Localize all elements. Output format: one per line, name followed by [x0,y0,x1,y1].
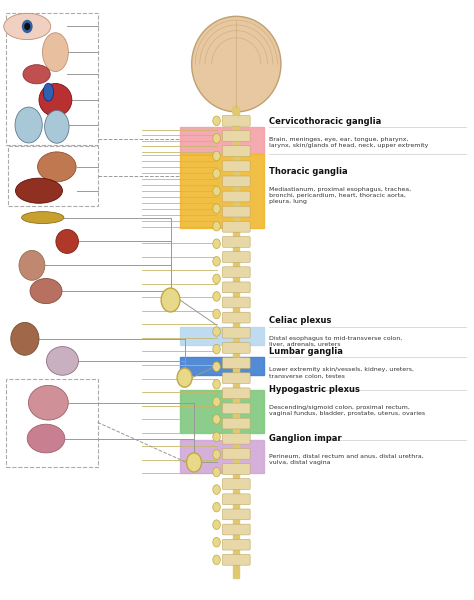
FancyBboxPatch shape [222,282,250,293]
Ellipse shape [15,107,42,143]
FancyBboxPatch shape [222,479,250,490]
FancyBboxPatch shape [222,448,250,459]
Bar [180,154,264,229]
FancyBboxPatch shape [222,221,250,232]
Text: Hypogastric plexus: Hypogastric plexus [269,385,360,394]
Circle shape [213,151,220,161]
Circle shape [213,239,220,248]
FancyBboxPatch shape [222,191,250,202]
Circle shape [213,274,220,284]
Circle shape [23,20,32,32]
Ellipse shape [30,278,62,304]
FancyBboxPatch shape [222,343,250,353]
Text: Perineum, distal rectum and anus, distal urethra,
vulva, distal vagina: Perineum, distal rectum and anus, distal… [269,454,424,465]
FancyBboxPatch shape [222,115,250,126]
FancyBboxPatch shape [222,267,250,278]
Ellipse shape [23,65,50,84]
Circle shape [213,204,220,214]
Text: Lower extremity skin/vessels, kidney, ureters,
transverse colon, testes: Lower extremity skin/vessels, kidney, ur… [269,367,414,378]
Circle shape [213,309,220,319]
Ellipse shape [46,347,78,375]
Circle shape [213,257,220,266]
FancyBboxPatch shape [222,176,250,187]
Bar [180,127,264,154]
Ellipse shape [37,152,76,182]
Bar [234,109,239,578]
Ellipse shape [4,13,51,40]
Circle shape [213,449,220,459]
Ellipse shape [56,230,78,253]
FancyBboxPatch shape [222,312,250,323]
Circle shape [213,397,220,407]
Circle shape [213,379,220,389]
FancyBboxPatch shape [222,358,250,368]
Ellipse shape [43,83,54,101]
Circle shape [186,453,201,472]
Bar [180,327,264,345]
Ellipse shape [39,83,72,116]
Bar [180,389,264,433]
Circle shape [213,169,220,178]
Circle shape [213,538,220,547]
Ellipse shape [45,110,69,143]
Circle shape [213,432,220,442]
Text: Celiac plexus: Celiac plexus [269,316,331,325]
Text: Distal esophagus to mid-transverse colon,
liver, adrenals, ureters: Distal esophagus to mid-transverse colon… [269,336,402,347]
FancyBboxPatch shape [222,464,250,475]
Ellipse shape [11,322,39,355]
Circle shape [25,23,29,29]
Circle shape [177,368,192,387]
Circle shape [213,362,220,371]
Text: Cervicothoracic ganglia: Cervicothoracic ganglia [269,117,382,126]
Ellipse shape [191,16,281,112]
FancyBboxPatch shape [222,206,250,217]
Text: Mediastianum, proximal esophagus, trachea,
bronchi, pericardium, heart, thoracic: Mediastianum, proximal esophagus, trache… [269,187,411,205]
FancyBboxPatch shape [222,251,250,262]
Ellipse shape [43,33,68,71]
FancyBboxPatch shape [222,554,250,565]
Circle shape [213,520,220,529]
Circle shape [213,502,220,512]
Ellipse shape [16,178,63,203]
FancyBboxPatch shape [222,131,250,142]
FancyBboxPatch shape [222,297,250,308]
Text: Brain, meninges, eye, ear, tongue, pharynx,
larynx, skin/glands of head, neck, u: Brain, meninges, eye, ear, tongue, phary… [269,137,428,148]
Text: Lumbar ganglia: Lumbar ganglia [269,347,343,356]
Circle shape [213,116,220,125]
Circle shape [213,555,220,565]
Ellipse shape [28,385,68,420]
Text: Descending/sigmoid colon, proximal rectum,
vaginal fundus, bladder, prostate, ut: Descending/sigmoid colon, proximal rectu… [269,404,425,416]
Circle shape [213,327,220,337]
Bar [180,357,264,374]
FancyBboxPatch shape [222,403,250,414]
FancyBboxPatch shape [222,388,250,398]
FancyBboxPatch shape [222,328,250,338]
Circle shape [213,467,220,477]
Circle shape [213,344,220,354]
FancyBboxPatch shape [222,524,250,535]
FancyBboxPatch shape [222,509,250,520]
Circle shape [213,485,220,494]
Circle shape [213,221,220,231]
Circle shape [213,134,220,143]
FancyBboxPatch shape [222,539,250,550]
FancyBboxPatch shape [222,236,250,247]
Ellipse shape [19,250,45,280]
Text: Thoracic ganglia: Thoracic ganglia [269,167,348,176]
FancyBboxPatch shape [222,146,250,157]
FancyBboxPatch shape [222,418,250,429]
Ellipse shape [27,424,65,453]
Ellipse shape [22,212,64,224]
Circle shape [213,415,220,424]
Circle shape [213,186,220,196]
FancyBboxPatch shape [222,161,250,172]
FancyBboxPatch shape [222,373,250,383]
Circle shape [213,292,220,301]
FancyBboxPatch shape [222,433,250,444]
Bar [180,440,264,473]
Circle shape [161,288,180,312]
Text: Ganglion impar: Ganglion impar [269,434,342,443]
FancyBboxPatch shape [222,494,250,505]
